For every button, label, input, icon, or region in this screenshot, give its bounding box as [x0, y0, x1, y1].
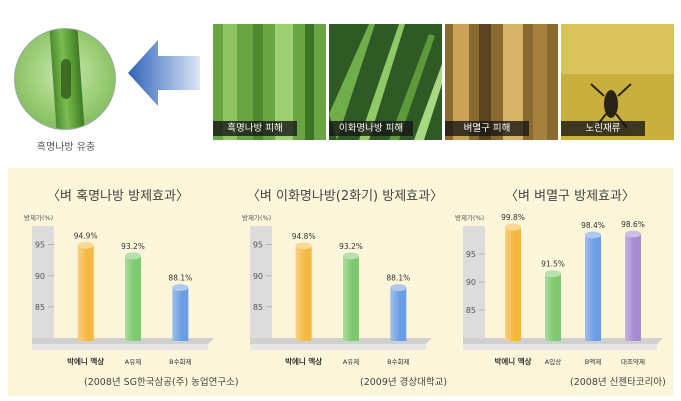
chart-1: 방제가(%) 85 90 95 94.9% 박에니 액상 93.2% A유제 88.1% B수화제 [24, 213, 214, 366]
bar-3 [390, 284, 407, 341]
bar-2 [545, 270, 561, 341]
data-label: 98.4% [581, 221, 605, 230]
y-tick-label: 90 [35, 272, 45, 281]
bar-cap [295, 242, 312, 250]
data-label: 99.8% [501, 213, 525, 222]
photo-damage-3: 벼멸구 피해 [445, 24, 558, 140]
bar-body [390, 287, 407, 341]
charts-panel [8, 168, 673, 396]
y-tick-label: 85 [35, 303, 45, 312]
data-label: 94.8% [292, 232, 316, 241]
chart-2: 방제가(%) 85 90 95 94.8% 박에니 액상 93.2% A유제 88.1% B수화제 [242, 213, 432, 366]
bar-cap [77, 241, 94, 249]
bar-cap [343, 252, 359, 260]
y-axis-label: 방제가(%) [242, 213, 271, 222]
bar-1 [295, 242, 312, 341]
y-tick-label: 95 [466, 250, 476, 259]
photo-damage-4: 노린재류 [561, 24, 674, 140]
data-label: 88.1% [168, 274, 192, 283]
chart-1-title: 〈벼 혹명나방 방제효과〉 [47, 189, 189, 204]
bar-1 [77, 241, 94, 341]
bar-cap [625, 230, 641, 238]
bar-body [77, 245, 94, 341]
chart-floor [32, 338, 214, 344]
bar-body [343, 255, 359, 341]
bar-body [625, 233, 641, 341]
rice-photo-1 [213, 24, 326, 140]
bar-body [505, 227, 521, 341]
bar-body [172, 287, 189, 341]
larva-shape [61, 59, 71, 99]
y-tick-label: 85 [466, 306, 476, 315]
bar-cap [390, 284, 407, 292]
x-tick-label: B액제 [585, 358, 601, 366]
rice-photo-4 [561, 24, 674, 140]
y-tick-label: 90 [253, 272, 263, 281]
x-tick-label: 대조약제 [621, 357, 645, 366]
larva-closeup-image [14, 28, 116, 130]
chart-2-source: (2009년 경상대학교) [360, 377, 448, 388]
bar-2 [125, 252, 141, 341]
y-axis-label: 방제가(%) [455, 213, 484, 222]
chart-floor-edge [32, 344, 208, 350]
photo-damage-2: 이화명나방 피해 [329, 24, 442, 140]
y-axis-label: 방제가(%) [24, 213, 53, 222]
data-label: 94.9% [74, 231, 98, 240]
bar-cap [505, 223, 521, 231]
bar-body [585, 234, 601, 341]
y-tick-label: 95 [35, 241, 45, 250]
x-tick-label: A유제 [343, 358, 359, 366]
data-label: 93.2% [121, 242, 145, 251]
photo-caption-2: 이화명나방 피해 [329, 121, 413, 136]
y-tick-label: 90 [466, 278, 476, 287]
data-label: 98.6% [621, 220, 645, 229]
chart-floor [250, 338, 432, 344]
bar-cap [125, 252, 141, 260]
bar-4 [625, 230, 641, 341]
bar-body [545, 273, 561, 341]
bar-cap [172, 284, 189, 292]
x-tick-label: A입상 [545, 357, 561, 366]
data-label: 93.2% [339, 242, 363, 251]
larva-closeup [14, 28, 116, 130]
chart-3-source: (2008년 신젠타코리아) [570, 377, 666, 388]
rice-photo-3 [445, 24, 558, 140]
chart-floor-edge [463, 344, 657, 350]
bar-3 [172, 284, 189, 341]
chart-1-source: (2008년 SG한국삼공(주) 농업연구소) [84, 377, 239, 388]
data-label: 91.5% [541, 260, 565, 269]
x-tick-label: 박에니 액상 [494, 356, 531, 366]
rice-photo-2 [329, 24, 442, 140]
y-tick-label: 85 [253, 303, 263, 312]
bar-body [295, 245, 312, 341]
bar-cap [545, 270, 561, 278]
photo-damage-1: 흑명나방 피해 [213, 24, 326, 140]
x-tick-label: A유제 [125, 358, 141, 366]
photo-caption-3: 벼멸구 피해 [445, 121, 529, 136]
bar-1 [505, 223, 521, 341]
axis-wall [250, 226, 272, 338]
bar-body [125, 255, 141, 341]
bar-cap [585, 231, 601, 239]
bar-3 [585, 231, 601, 341]
larva-label: 흑명나방 유충 [36, 142, 96, 153]
data-label: 88.1% [386, 274, 410, 283]
chart-3: 방제가(%) 85 90 95 99.8% 박에니 액상 91.5% A입상 98.4% B액제 9… [455, 213, 663, 366]
photo-caption-1: 흑명나방 피해 [213, 121, 297, 136]
axis-wall [32, 226, 54, 338]
left-arrow-icon [128, 40, 200, 106]
x-tick-label: 박에니 액상 [67, 356, 104, 366]
y-tick-label: 95 [253, 241, 263, 250]
x-tick-label: 박에니 액상 [285, 356, 322, 366]
chart-2-title: 〈벼 이화명나방(2화기) 방제효과〉 [246, 189, 444, 204]
x-tick-label: B수화제 [387, 358, 409, 366]
chart-3-title: 〈벼 벼멸구 방제효과〉 [505, 189, 635, 204]
photo-caption-4: 노린재류 [561, 121, 645, 136]
chart-floor-edge [250, 344, 426, 350]
bar-2 [343, 252, 359, 341]
x-tick-label: B수화제 [169, 358, 191, 366]
